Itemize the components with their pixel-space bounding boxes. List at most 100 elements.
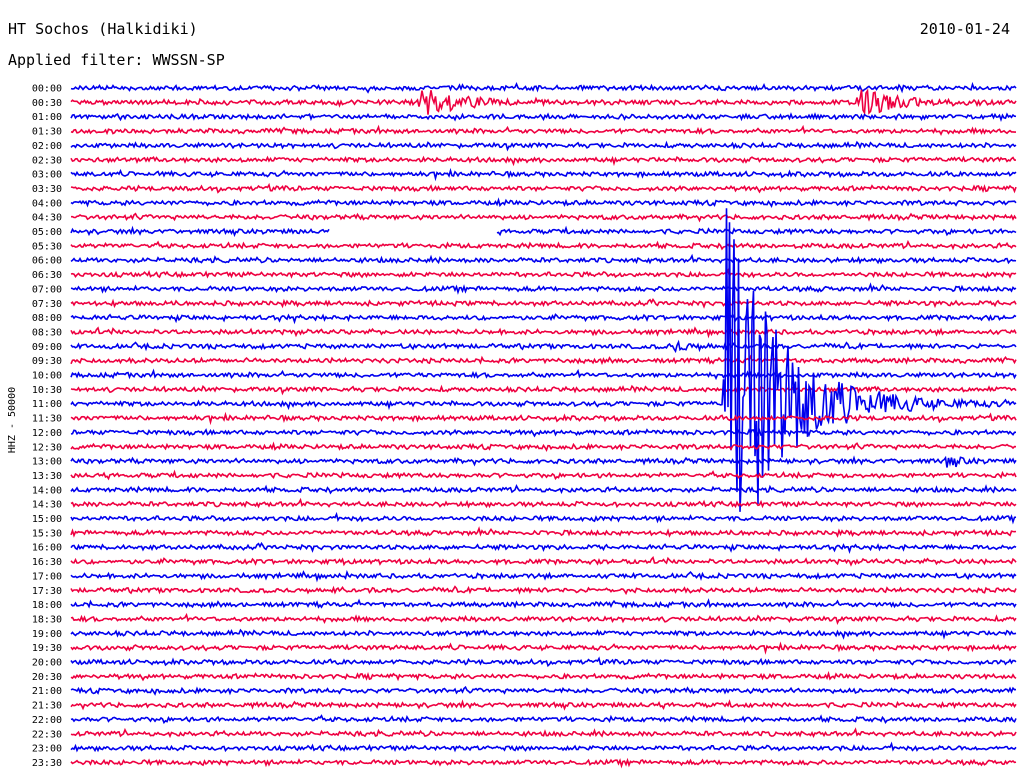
tick-label: 12:00 <box>32 428 62 439</box>
trace-line <box>70 541 1017 555</box>
tick-label: 07:00 <box>32 284 62 295</box>
trace-line <box>70 526 1017 538</box>
trace-line <box>70 325 1017 339</box>
trace-line <box>70 727 1017 739</box>
tick-label: 08:00 <box>32 313 62 324</box>
tick-label: 00:00 <box>32 84 62 95</box>
tick-label: 01:30 <box>32 127 62 138</box>
tick-label: 16:00 <box>32 543 62 554</box>
trace-line <box>70 354 1017 366</box>
trace-line <box>70 368 1017 381</box>
tick-label: 07:30 <box>32 299 62 310</box>
trace-line <box>70 556 1017 567</box>
tick-label: 19:00 <box>32 629 62 640</box>
trace-line <box>70 455 1017 468</box>
tick-label: 15:00 <box>32 514 62 525</box>
tick-label: 10:00 <box>32 371 62 382</box>
trace-line <box>70 628 1017 640</box>
trace-line <box>70 124 1016 137</box>
trace-line <box>70 757 1017 769</box>
trace-line <box>70 81 1017 94</box>
tick-label: 11:00 <box>32 399 62 410</box>
tick-label: 05:30 <box>32 241 62 252</box>
tick-label: 20:00 <box>32 658 62 669</box>
trace-group <box>70 81 1017 769</box>
trace-line <box>70 253 1017 265</box>
trace-line <box>70 182 1017 194</box>
tick-label: 17:30 <box>32 586 62 597</box>
tick-label: 04:00 <box>32 198 62 209</box>
tick-label: 03:00 <box>32 170 62 181</box>
trace-line <box>70 239 1017 251</box>
tick-label: 20:30 <box>32 672 62 683</box>
trace-line <box>70 699 1017 711</box>
y-axis-label: HHZ - 50000 <box>7 387 18 453</box>
tick-label: 21:00 <box>32 686 62 697</box>
tick-label: 23:30 <box>32 758 62 769</box>
trace-line <box>70 268 1017 279</box>
trace-line <box>70 427 1016 438</box>
tick-label: 08:30 <box>32 327 62 338</box>
tick-label: 13:30 <box>32 471 62 482</box>
tick-label: 09:00 <box>32 342 62 353</box>
tick-label: 03:30 <box>32 184 62 195</box>
tick-label: 21:30 <box>32 701 62 712</box>
trace-line <box>70 585 1017 596</box>
tick-label: 01:00 <box>32 112 62 123</box>
trace-line <box>70 483 1017 495</box>
trace-line <box>70 197 1017 208</box>
tick-label: 02:30 <box>32 155 62 166</box>
trace-line <box>70 741 1017 753</box>
tick-label: 06:30 <box>32 270 62 281</box>
trace-line <box>70 612 1017 625</box>
tick-label: 22:30 <box>32 729 62 740</box>
tick-label: 14:00 <box>32 485 62 496</box>
tick-label: 18:00 <box>32 600 62 611</box>
tick-label: 12:30 <box>32 442 62 453</box>
trace-line <box>70 569 1017 583</box>
tick-label: 09:30 <box>32 356 62 367</box>
tick-label: 02:00 <box>32 141 62 152</box>
trace-line <box>70 511 1017 525</box>
trace-line <box>70 411 1017 426</box>
tick-label: 18:30 <box>32 614 62 625</box>
tick-label: 16:30 <box>32 557 62 568</box>
trace-line <box>70 384 1017 396</box>
trace-line <box>70 313 1017 325</box>
tick-label: 10:30 <box>32 385 62 396</box>
tick-label: 14:30 <box>32 500 62 511</box>
trace-line <box>70 112 1017 123</box>
tick-label: 11:30 <box>32 414 62 425</box>
trace-line <box>70 641 1017 655</box>
tick-labels: 00:00 00:30 01:00 01:30 02:00 02:30 03:00 03:30… <box>32 84 62 769</box>
trace-line <box>70 714 1017 725</box>
trace-line <box>70 656 1017 668</box>
trace-line <box>70 339 1017 354</box>
trace-line <box>70 140 1017 152</box>
trace-line <box>70 441 1017 453</box>
trace-line <box>70 497 1017 509</box>
trace-line <box>70 225 1017 238</box>
tick-label: 23:00 <box>32 744 62 755</box>
tick-label: 15:30 <box>32 528 62 539</box>
tick-label: 13:00 <box>32 457 62 468</box>
trace-line <box>70 469 1017 481</box>
tick-label: 19:30 <box>32 643 62 654</box>
trace-line <box>70 167 1017 182</box>
trace-line <box>70 670 1017 682</box>
tick-label: 00:30 <box>32 98 62 109</box>
tick-label: 17:00 <box>32 571 62 582</box>
tick-label: 06:00 <box>32 256 62 267</box>
trace-line <box>70 685 1017 696</box>
trace-line <box>70 297 1017 309</box>
trace-line <box>71 212 1017 223</box>
trace-line <box>70 208 1017 512</box>
trace-line <box>70 155 1016 167</box>
filter-label: Applied filter: WWSSN-SP <box>8 51 225 69</box>
tick-label: 05:00 <box>32 227 62 238</box>
trace-line <box>70 88 1017 116</box>
trace-line <box>70 282 1017 295</box>
trace-line <box>70 598 1017 610</box>
station-title: HT Sochos (Halkidiki) <box>8 20 198 38</box>
